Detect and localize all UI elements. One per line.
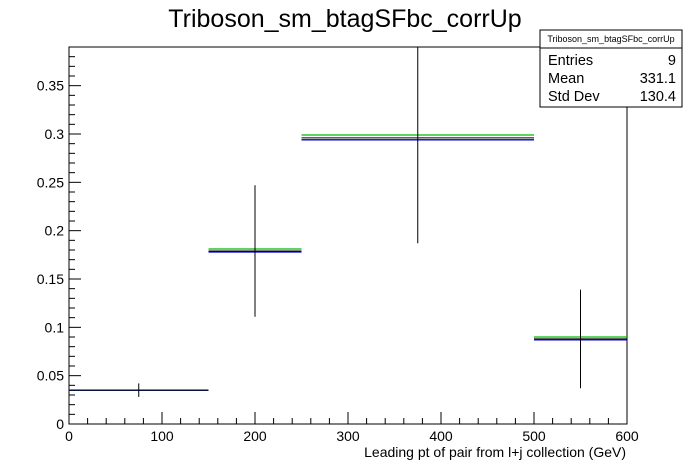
chart-title: Triboson_sm_btagSFbc_corrUp [168, 5, 521, 33]
y-tick-label: 0.2 [45, 223, 65, 239]
y-tick-label: 0.25 [37, 174, 64, 190]
x-tick-label: 100 [150, 428, 174, 444]
stats-mean-value: 331.1 [640, 71, 676, 87]
y-tick-label: 0.15 [37, 271, 64, 287]
y-tick-label: 0.3 [45, 126, 65, 142]
stats-entries-value: 9 [668, 53, 676, 69]
stats-mean-label: Mean [548, 71, 584, 87]
x-tick-label: 400 [429, 428, 453, 444]
x-axis-label: Leading pt of pair from l+j collection (… [364, 444, 626, 460]
x-tick-label: 600 [615, 428, 639, 444]
x-tick-label: 500 [522, 428, 546, 444]
stats-title: Triboson_sm_btagSFbc_corrUp [547, 34, 674, 44]
y-tick-label: 0.35 [37, 78, 64, 94]
stats-box: Triboson_sm_btagSFbc_corrUp Entries 9 Me… [539, 29, 683, 108]
x-tick-label: 0 [65, 428, 73, 444]
x-tick-label: 300 [336, 428, 360, 444]
y-tick-label: 0.05 [37, 368, 64, 384]
stats-stddev-label: Std Dev [548, 89, 600, 105]
stats-entries-label: Entries [548, 53, 593, 69]
stats-stddev-value: 130.4 [640, 89, 676, 105]
y-tick-label: 0 [56, 416, 64, 432]
y-tick-label: 0.1 [45, 319, 65, 335]
x-tick-label: 200 [243, 428, 267, 444]
